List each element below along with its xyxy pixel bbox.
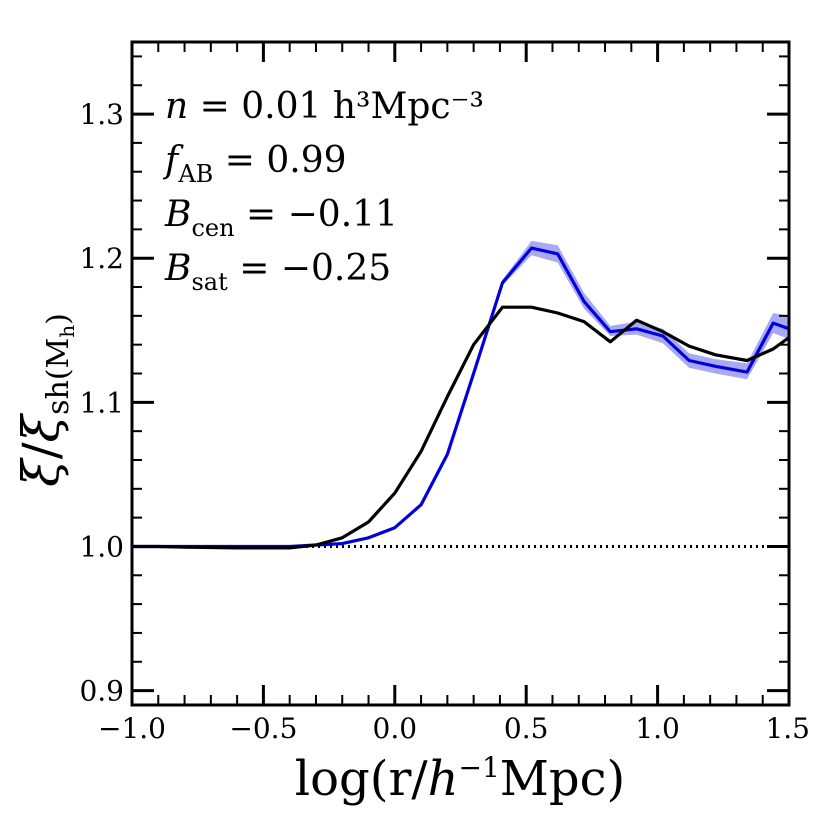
x-tick-label: −1.0 xyxy=(98,712,166,745)
x-axis-title: log(r/h−1Mpc) xyxy=(295,751,626,807)
x-tick-label: 0.0 xyxy=(373,712,418,745)
series-line-black xyxy=(132,305,790,550)
x-tick-labels: −1.0 −0.5 0.0 0.5 1.0 1.5 xyxy=(98,712,810,745)
annotations: n = 0.01 h³Mpc⁻³ fAB = 0.99 Bcen = −0.11 Bs… xyxy=(162,86,484,296)
series-line-blue xyxy=(132,246,790,549)
y-tick-labels: 0.9 1.0 1.1 1.2 1.3 xyxy=(79,98,124,708)
y-tick-label: 0.9 xyxy=(79,675,124,708)
plot-frame xyxy=(130,40,791,707)
annotation-line: Bsat = −0.25 xyxy=(164,248,391,296)
axis-ticks xyxy=(130,42,791,705)
annotation-line: n = 0.01 h³Mpc⁻³ xyxy=(165,86,484,127)
x-tick-label: 1.0 xyxy=(635,712,680,745)
series-lines xyxy=(132,246,790,550)
y-tick-label: 1.1 xyxy=(79,386,124,419)
y-tick-label: 1.2 xyxy=(79,242,124,275)
svg-text:ξ/ξsh(Mh): ξ/ξsh(Mh) xyxy=(12,313,79,487)
annotation-line: fAB = 0.99 xyxy=(162,140,347,188)
y-tick-label: 1.3 xyxy=(79,98,124,131)
annotation-line: Bcen = −0.11 xyxy=(164,194,398,242)
y-axis-title: ξ/ξsh(Mh) xyxy=(12,313,79,487)
x-tick-label: −0.5 xyxy=(229,712,297,745)
y-tick-label: 1.0 xyxy=(79,530,124,563)
x-tick-label: 0.5 xyxy=(504,712,549,745)
x-tick-label: 1.5 xyxy=(765,712,810,745)
